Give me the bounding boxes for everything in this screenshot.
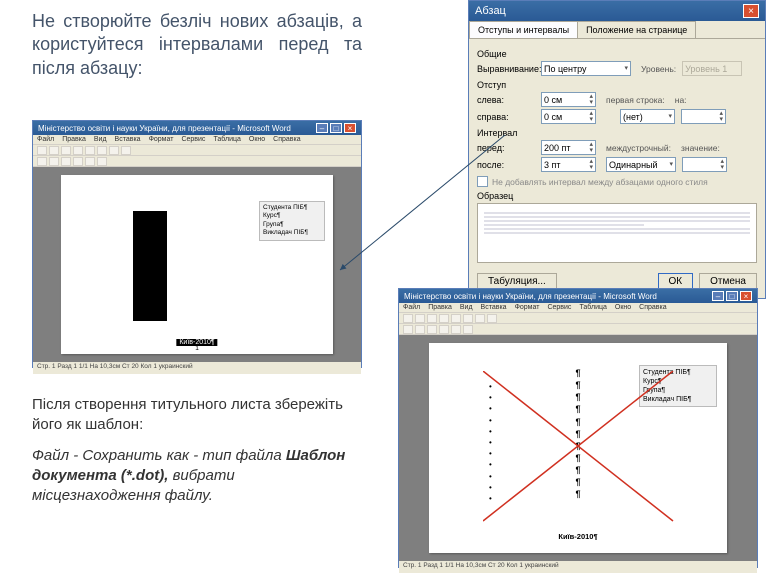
word1-toolbar1[interactable] (33, 145, 361, 156)
indent-right-field[interactable]: 0 см▴▾ (541, 109, 596, 124)
kyiv-label-2: Київ-2010¶ (558, 532, 597, 541)
dialog-titlebar: Абзац × (469, 1, 765, 21)
bullet-column: ••••••••••• (489, 381, 492, 504)
group-general: Общие (477, 49, 757, 59)
word2-menubar[interactable]: ФайлПравкаВидВставкаФорматСервисТаблицаО… (399, 303, 757, 313)
nospace-checkbox-row[interactable]: Не добавлять интервал между абзацами одн… (477, 176, 757, 187)
sample-preview (477, 203, 757, 263)
word1-toolbar2[interactable] (33, 156, 361, 167)
after-label: после: (477, 160, 535, 170)
dialog-tabs: Отступы и интервалы Положение на страниц… (469, 21, 765, 39)
align-label: Выравнивание: (477, 64, 535, 74)
maximize-icon[interactable]: □ (726, 291, 738, 301)
word1-page: Студента ПІБ¶ Курс¶ Група¶ Викладач ПІБ¶… (61, 175, 333, 354)
maximize-icon[interactable]: □ (330, 123, 342, 133)
group-sample: Образец (477, 191, 757, 201)
word1-menubar[interactable]: ФайлПравкаВидВставкаФорматСервисТаблицаО… (33, 135, 361, 145)
group-interval: Интервал (477, 128, 757, 138)
level-label: Уровень: (641, 64, 676, 74)
nospace-checkbox-label: Не добавлять интервал между абзацами одн… (492, 177, 708, 187)
word2-page-area[interactable]: ••••••••••• ¶¶¶¶¶¶¶¶¶¶¶ Студента ПІБ¶ Ку… (399, 335, 757, 561)
paragraph-dialog: Абзац × Отступы и интервалы Положение на… (468, 0, 766, 299)
student-info-box-2: Студента ПІБ¶ Курс¶ Група¶ Викладач ПІБ¶ (639, 365, 717, 407)
firstline-value-field[interactable]: ▴▾ (681, 109, 726, 124)
group-indent: Отступ (477, 80, 757, 90)
firstline-label: первая строка: (606, 95, 665, 105)
word1-titlebar: Міністерство освіти і науки України, для… (33, 121, 361, 135)
close-icon[interactable]: × (344, 123, 356, 133)
paragraph-save-template: Після створення титульного листа збережі… (32, 395, 362, 436)
page-number-1: 1 (195, 345, 199, 352)
indent-left-label: слева: (477, 95, 535, 105)
close-icon[interactable]: × (740, 291, 752, 301)
linespace-label: междустрочный: (606, 143, 671, 153)
lineval-label: значение: (681, 143, 720, 153)
tab-indents[interactable]: Отступы и интервалы (469, 21, 578, 38)
firstline-select[interactable]: (нет)▾ (620, 109, 675, 124)
word-window-2: Міністерство освіти і науки України, для… (398, 288, 758, 568)
firstline-by-label: на: (675, 95, 687, 105)
file-path-part1: Файл - Сохранить как - тип файла (32, 447, 286, 464)
word2-toolbar1[interactable] (399, 313, 757, 324)
selected-text-block (133, 211, 167, 321)
paragraph-file-path: Файл - Сохранить как - тип файла Шаблон … (32, 446, 362, 507)
before-label: перед: (477, 143, 535, 153)
instruction-text-1: Не створюйте безліч нових абзаців, а кор… (32, 10, 362, 80)
indent-left-field[interactable]: 0 см▴▾ (541, 92, 596, 107)
align-select[interactable]: По центру▾ (541, 61, 631, 76)
checkbox-icon[interactable] (477, 176, 488, 187)
before-field[interactable]: 200 пт▴▾ (541, 140, 596, 155)
dialog-body: Общие Выравнивание: По центру▾ Уровень: … (469, 39, 765, 298)
word2-toolbar2[interactable] (399, 324, 757, 335)
minimize-icon[interactable]: – (712, 291, 724, 301)
lineval-field[interactable]: ▴▾ (682, 157, 727, 172)
word1-title: Міністерство освіти і науки України, для… (38, 124, 291, 133)
pilcrow-column: ¶¶¶¶¶¶¶¶¶¶¶ (575, 367, 580, 501)
after-field[interactable]: 3 пт▴▾ (541, 157, 596, 172)
word2-page: ••••••••••• ¶¶¶¶¶¶¶¶¶¶¶ Студента ПІБ¶ Ку… (429, 343, 727, 553)
level-select: Уровень 1 (682, 61, 742, 76)
instruction-text-2: Після створення титульного листа збережі… (32, 395, 362, 506)
indent-right-label: справа: (477, 112, 535, 122)
minimize-icon[interactable]: – (316, 123, 328, 133)
word2-title: Міністерство освіти і науки України, для… (404, 292, 657, 301)
word2-titlebar: Міністерство освіти і науки України, для… (399, 289, 757, 303)
tab-position[interactable]: Положение на странице (577, 21, 696, 38)
dialog-title: Абзац (475, 5, 506, 17)
word1-page-area[interactable]: Студента ПІБ¶ Курс¶ Група¶ Викладач ПІБ¶… (33, 167, 361, 362)
linespace-select[interactable]: Одинарный▾ (606, 157, 676, 172)
word1-statusbar: Стр. 1 Разд 1 1/1 На 10,3см Ст 20 Кол 1 … (33, 362, 361, 374)
close-icon[interactable]: × (743, 4, 759, 18)
word-window-1: Міністерство освіти і науки України, для… (32, 120, 362, 368)
word2-statusbar: Стр. 1 Разд 1 1/1 На 10,3см Ст 20 Кол 1 … (399, 561, 757, 573)
student-info-box-1: Студента ПІБ¶ Курс¶ Група¶ Викладач ПІБ¶ (259, 201, 325, 241)
